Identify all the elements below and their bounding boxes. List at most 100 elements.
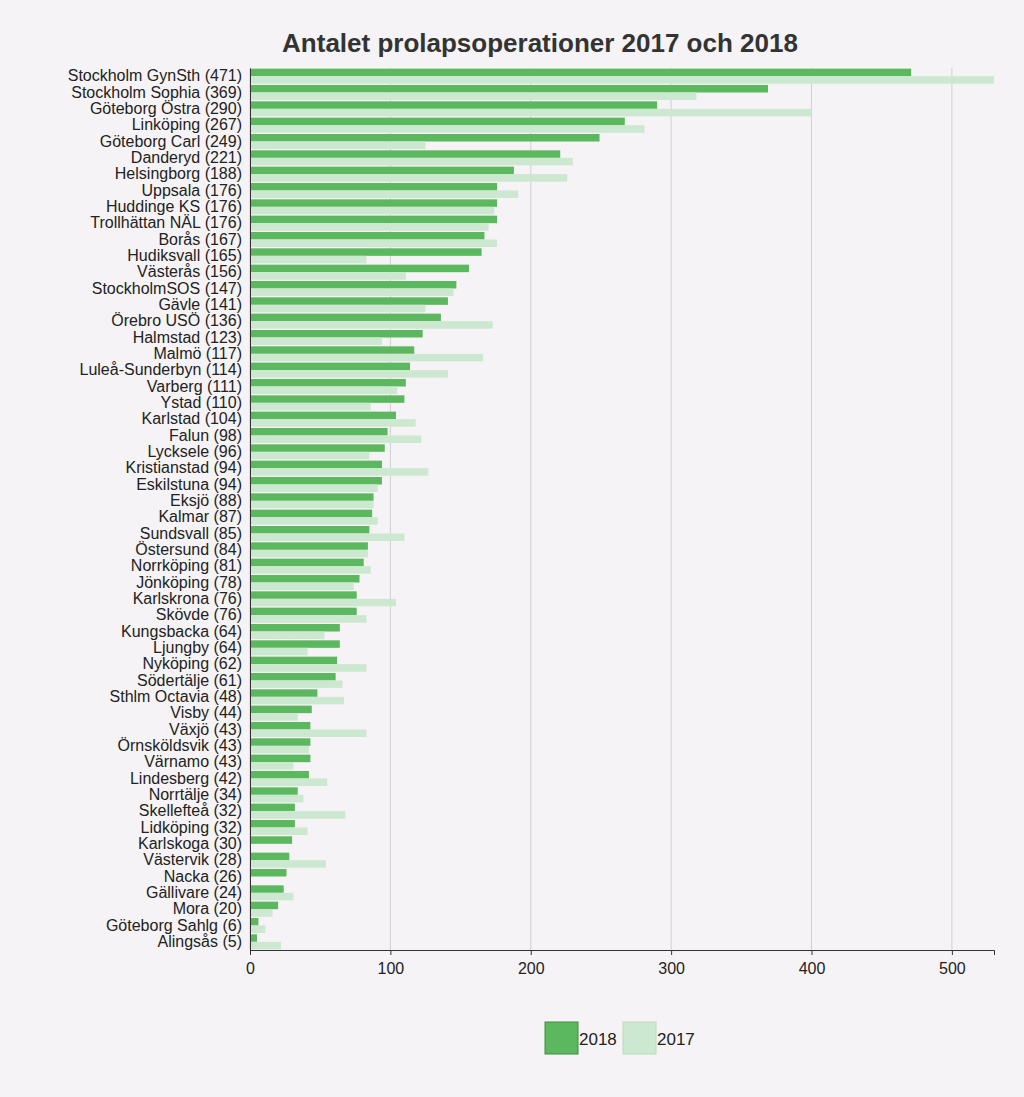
tick: Nyköping (62) (142, 655, 250, 672)
tick: Uppsala (176) (142, 182, 251, 199)
tick-label: Sundsvall (85) (140, 525, 242, 542)
legend-label: 2017 (657, 1030, 695, 1049)
tick-label: 100 (378, 960, 405, 977)
tick: 100 (378, 950, 405, 977)
bar (250, 354, 483, 362)
bar (250, 615, 367, 623)
tick-mark (952, 950, 953, 955)
tick: Hudiksvall (165) (127, 247, 250, 264)
bar (250, 461, 382, 469)
bar (250, 787, 298, 795)
tick-label: Västervik (28) (143, 851, 242, 868)
bar (250, 370, 448, 378)
tick: 400 (799, 950, 826, 977)
tick: Varberg (111) (147, 378, 250, 395)
tick: 300 (658, 950, 685, 977)
tick-label: Varberg (111) (147, 378, 242, 395)
bar (250, 174, 567, 182)
tick-label: Skellefteå (32) (139, 802, 242, 819)
bar (250, 272, 406, 280)
bar (250, 583, 354, 591)
tick-label: Alingsås (5) (158, 933, 242, 950)
tick-mark (812, 950, 813, 955)
bar (250, 624, 340, 632)
tick: Falun (98) (169, 427, 250, 444)
bar (250, 575, 359, 583)
bar (250, 85, 768, 93)
bar (250, 216, 497, 224)
bar (250, 722, 310, 730)
tick: Stockholm Sophia (369) (71, 84, 250, 101)
tick-label: Växjö (43) (169, 721, 242, 738)
tick-label: 300 (658, 960, 685, 977)
tick-label: Stockholm Sophia (369) (71, 84, 242, 101)
tick-label: Lidköping (32) (141, 819, 242, 836)
bar (250, 893, 294, 901)
bar (250, 795, 303, 803)
tick: Kristianstad (94) (126, 459, 251, 476)
bar (250, 942, 281, 950)
bar (250, 493, 374, 501)
bar (250, 934, 257, 942)
bar (250, 599, 396, 607)
tick-label: Västerås (156) (137, 263, 242, 280)
bar (250, 101, 657, 109)
tick: Lidköping (32) (141, 819, 250, 836)
bar (250, 853, 289, 861)
bar (250, 501, 374, 509)
bar (250, 330, 423, 338)
tick-label: Karlskoga (30) (138, 835, 242, 852)
tick: Skövde (76) (156, 606, 250, 623)
tick-label: Kungsbacka (64) (121, 623, 242, 640)
bar (250, 657, 337, 665)
tick-label: Värnamo (43) (144, 753, 242, 770)
tick-label: Lycksele (96) (147, 443, 242, 460)
bar (250, 428, 388, 436)
tick: Eskilstuna (94) (136, 476, 250, 493)
bar (250, 828, 308, 836)
tick-label: Trollhättan NÄL (176) (90, 214, 242, 231)
bar (250, 566, 371, 574)
bar (250, 223, 489, 231)
bar (250, 836, 292, 844)
bar (250, 706, 312, 714)
tick: Ystad (110) (160, 394, 250, 411)
bar (250, 526, 369, 534)
bar (250, 199, 497, 207)
tick-label: Nacka (26) (164, 868, 242, 885)
bar (250, 681, 343, 689)
tick: Helsingborg (188) (115, 165, 250, 182)
tick: Gävle (141) (158, 296, 250, 313)
tick-label: Göteborg Östra (290) (90, 100, 242, 117)
tick: Huddinge KS (176) (106, 198, 250, 215)
legend-swatch (545, 1022, 578, 1054)
bar (250, 150, 560, 158)
bar (250, 664, 367, 672)
tick-label: Eskilstuna (94) (136, 476, 242, 493)
bar (250, 167, 514, 175)
tick-label: Visby (44) (170, 704, 242, 721)
tick: Göteborg Sahlg (6) (106, 917, 250, 934)
bar (250, 746, 309, 754)
tick-label: Göteborg Sahlg (6) (106, 917, 242, 934)
grid-line (811, 68, 812, 950)
tick-label: Jönköping (78) (136, 574, 242, 591)
tick-label: 0 (246, 960, 255, 977)
bar (250, 550, 368, 558)
tick-label: Karlstad (104) (142, 410, 243, 427)
bar (250, 412, 396, 420)
tick: Värnamo (43) (144, 753, 250, 770)
tick: Malmö (117) (153, 345, 250, 362)
tick-label: Helsingborg (188) (115, 165, 242, 182)
tick-label: Huddinge KS (176) (106, 198, 242, 215)
tick-label: Gävle (141) (158, 296, 242, 313)
tick-label: Kalmar (87) (158, 508, 242, 525)
bar (250, 346, 414, 354)
tick: Halmstad (123) (133, 329, 250, 346)
bars (250, 69, 994, 950)
series (250, 69, 911, 942)
bar (250, 379, 406, 387)
bar (250, 779, 327, 787)
tick: Karlstad (104) (142, 410, 251, 427)
bar (250, 76, 994, 84)
